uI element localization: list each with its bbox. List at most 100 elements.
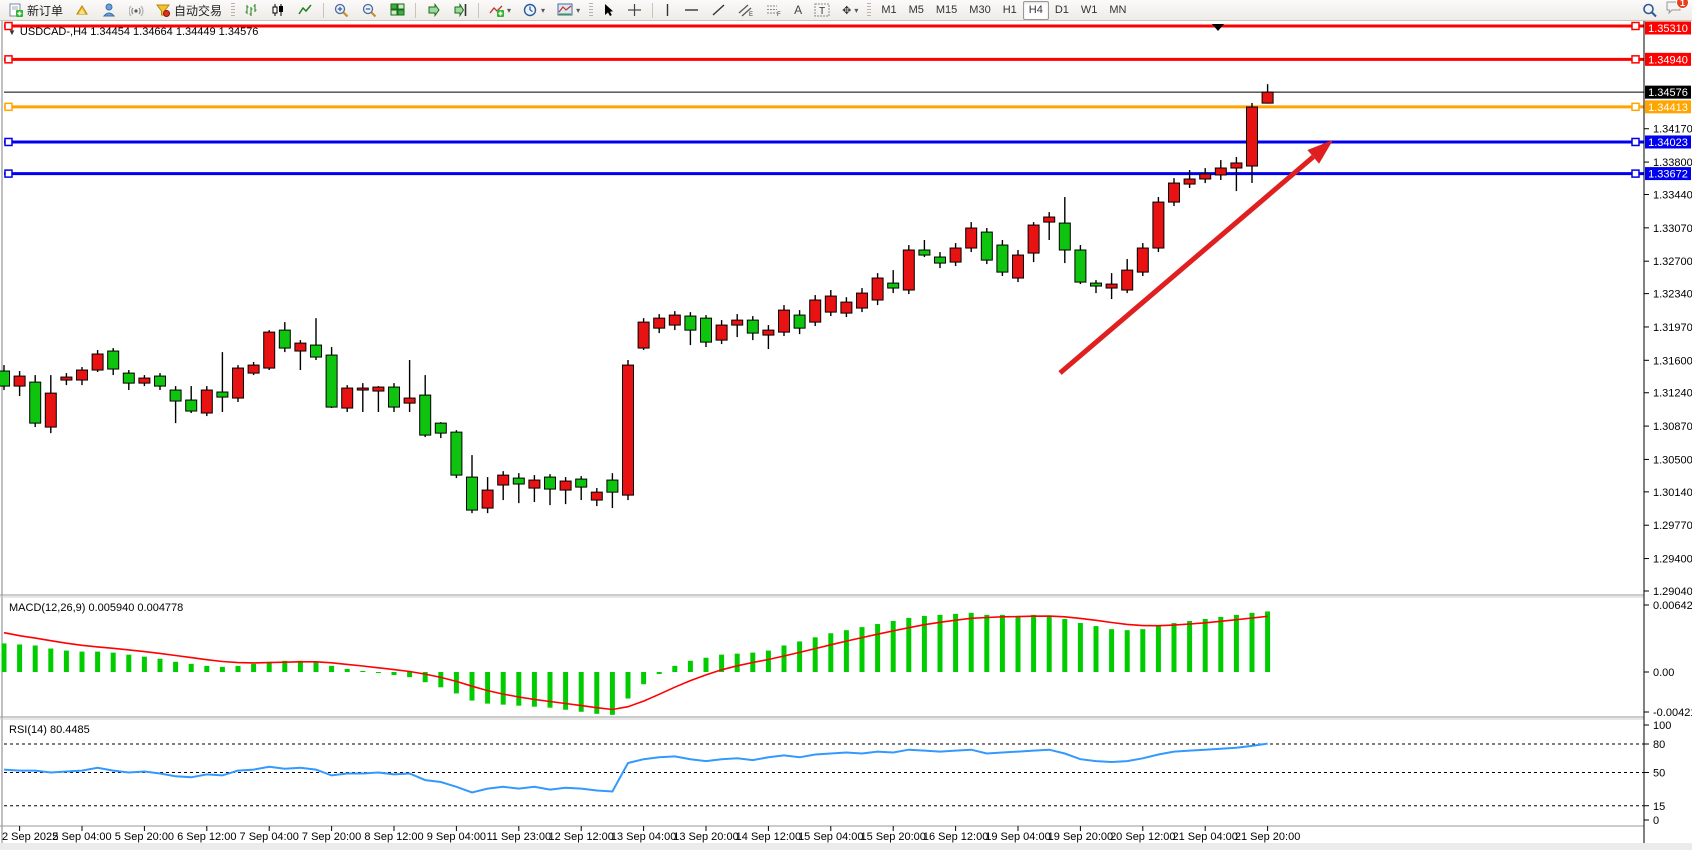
candle-body xyxy=(1105,283,1118,289)
candle-body xyxy=(154,375,166,387)
line-handle[interactable] xyxy=(4,55,13,64)
timeframe-w1[interactable]: W1 xyxy=(1080,4,1098,16)
chart-dropdown-icon[interactable]: ▼ xyxy=(8,27,16,37)
macd-bar xyxy=(859,627,865,672)
timeframe-m5[interactable]: M5 xyxy=(908,4,924,16)
auto-scroll-icon xyxy=(428,3,440,17)
price-axis[interactable]: 1.34170 1.33800 1.33440 1.33070 1.32700 1.323… xyxy=(1644,124,1692,598)
macd-panel[interactable]: 0.006424 0.00 -0.004217 xyxy=(1,600,1692,719)
auto-scroll-button[interactable] xyxy=(421,1,446,20)
price-badge-text: 1.33672 xyxy=(1648,169,1688,181)
market-watch-button[interactable] xyxy=(70,1,95,20)
candle-body xyxy=(824,295,837,313)
market-watch-icon xyxy=(76,5,88,15)
macd-bar xyxy=(937,614,943,672)
macd-bar xyxy=(1202,618,1208,672)
time-label: 7 Sep 20:00 xyxy=(302,831,361,843)
time-label: 5 Sep 20:00 xyxy=(115,831,174,843)
time-label: 19 Sep 04:00 xyxy=(985,831,1050,843)
price-chart[interactable]: 1.34170 1.33800 1.33440 1.33070 1.32700 1.323… xyxy=(0,21,1692,850)
price-badge-1.34413: 1.34413 xyxy=(1645,100,1691,114)
fibonacci-button[interactable]: F xyxy=(761,1,787,20)
tile-windows-button[interactable] xyxy=(385,1,410,20)
timeframe-d1[interactable]: D1 xyxy=(1054,4,1069,16)
templates-button[interactable]: ▾ xyxy=(552,1,585,20)
macd-bar xyxy=(32,645,38,672)
text-label-button[interactable]: T xyxy=(809,1,835,20)
timeframe-mn[interactable]: MN xyxy=(1109,4,1127,16)
line-handle[interactable] xyxy=(1631,21,1640,31)
timeframe-m30[interactable]: M30 xyxy=(969,4,991,16)
time-label: 15 Sep 04:00 xyxy=(798,831,863,843)
macd-bar xyxy=(1155,626,1161,672)
top-marker-triangle[interactable] xyxy=(1212,24,1224,31)
macd-bar xyxy=(63,650,69,672)
macd-bar xyxy=(890,621,896,672)
autotrading-button[interactable]: 自动交易 xyxy=(151,1,227,20)
line-handle[interactable] xyxy=(4,102,13,112)
line-handle[interactable] xyxy=(1631,55,1640,64)
macd-bar xyxy=(485,672,491,704)
line-handle[interactable] xyxy=(1631,137,1640,147)
horizontal-line-button[interactable] xyxy=(679,1,704,20)
line-handle[interactable] xyxy=(1631,102,1640,112)
macd-bar xyxy=(797,641,803,672)
new-order-button[interactable]: 新订单 xyxy=(4,1,68,20)
chart-shift-button[interactable] xyxy=(448,1,473,20)
search-button[interactable] xyxy=(1637,1,1663,20)
cursor-button[interactable] xyxy=(597,1,620,20)
candle-body xyxy=(778,309,790,333)
chat-button[interactable]: 1 xyxy=(1665,0,1689,20)
vertical-line-button[interactable] xyxy=(658,1,677,20)
candle-body xyxy=(232,367,244,399)
line-chart-button[interactable] xyxy=(293,1,318,20)
arrows-button[interactable]: ✥ ▾ xyxy=(837,1,863,20)
trend-arrow[interactable] xyxy=(1058,140,1333,375)
line-handle[interactable] xyxy=(4,21,13,31)
zoom-in-button[interactable] xyxy=(329,1,355,20)
toolbar-grip xyxy=(231,2,236,18)
indicators-button[interactable]: ▾ xyxy=(484,1,516,20)
macd-bar xyxy=(204,665,210,672)
candle-body xyxy=(809,299,822,323)
macd-bar xyxy=(516,672,522,706)
candle-body xyxy=(466,476,478,511)
timeframe-h4[interactable]: H4 xyxy=(1022,0,1049,20)
zoom-out-button[interactable] xyxy=(357,1,383,20)
toolbar-grip xyxy=(589,2,594,18)
macd-bar xyxy=(687,660,693,672)
trendline-button[interactable] xyxy=(706,1,731,20)
trend-arrow-line[interactable] xyxy=(1058,154,1315,375)
signals-button[interactable] xyxy=(124,1,149,20)
main-toolbar: 新订单 自动交易 ▾ ▾ ▾ E F A T ✥ ▾ M1 M5 M15 M30 H1 H4… xyxy=(0,0,1692,21)
candle-body xyxy=(1183,178,1196,185)
new-order-icon xyxy=(9,3,23,17)
candle-body xyxy=(247,364,260,374)
bar-chart-button[interactable] xyxy=(239,1,264,20)
bottom-strip xyxy=(0,843,1692,850)
equidistant-channel-button[interactable]: E xyxy=(733,1,759,20)
timeframe-m15[interactable]: M15 xyxy=(935,4,958,16)
rsi-panel[interactable]: 100 80 50 15 0 xyxy=(3,720,1671,827)
navigator-button[interactable] xyxy=(97,1,122,20)
candle-body xyxy=(169,389,182,402)
macd-bar xyxy=(422,672,428,683)
line-handle[interactable] xyxy=(4,169,13,178)
line-handle[interactable] xyxy=(4,137,13,147)
text-button[interactable]: A xyxy=(794,3,803,17)
candle-body xyxy=(13,375,26,387)
macd-bar xyxy=(266,661,272,672)
timeframe-h1[interactable]: H1 xyxy=(1002,4,1017,16)
periods-button[interactable]: ▾ xyxy=(518,1,550,20)
candlestick-chart-button[interactable] xyxy=(266,1,291,20)
candle-body xyxy=(622,364,634,496)
rsi-axis-label: 100 xyxy=(1653,720,1671,732)
timeframe-m1[interactable]: M1 xyxy=(881,4,897,16)
line-handle[interactable] xyxy=(1631,169,1640,178)
time-label: 7 Sep 04:00 xyxy=(240,831,299,843)
price-tick-label: 1.30140 xyxy=(1653,487,1692,499)
candle-body xyxy=(949,247,962,263)
crosshair-button[interactable] xyxy=(622,1,647,20)
chart-title: ▼ USDCAD-,H4 1.34454 1.34664 1.34449 1.3… xyxy=(8,26,258,38)
